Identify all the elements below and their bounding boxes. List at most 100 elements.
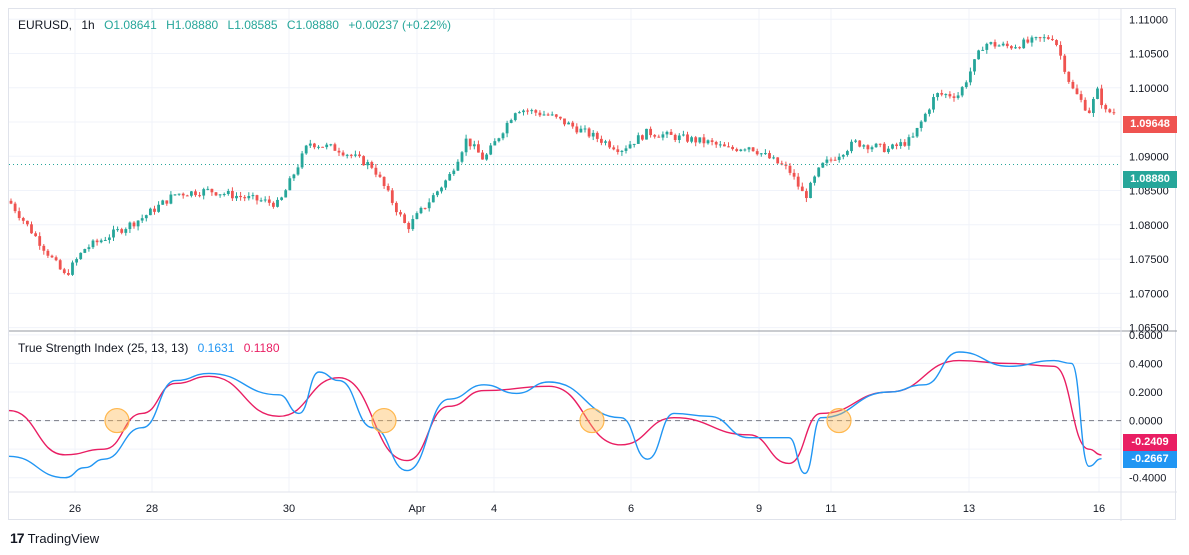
- candle-body: [993, 42, 997, 47]
- candle-body: [395, 202, 398, 213]
- candle-body: [784, 164, 788, 166]
- candle-body: [632, 143, 636, 145]
- candle-body: [636, 135, 640, 144]
- candle-body: [714, 141, 718, 145]
- candle-body: [231, 190, 234, 199]
- brand-name: TradingView: [27, 530, 100, 546]
- candle-body: [173, 194, 177, 196]
- candle-body: [30, 224, 33, 234]
- candle-body: [981, 49, 985, 51]
- candle-body: [1112, 112, 1116, 114]
- candle-body: [95, 240, 99, 243]
- candle-body: [321, 146, 324, 148]
- candle-body: [768, 153, 771, 159]
- candle-body: [870, 147, 874, 150]
- tsi-tick-label: -0.4000: [1129, 473, 1166, 485]
- candle-body: [747, 147, 751, 150]
- candle-body: [911, 136, 915, 138]
- candle-body: [600, 138, 603, 143]
- candle-body: [513, 113, 517, 121]
- candle-body: [124, 229, 128, 233]
- candle-body: [858, 140, 862, 147]
- candle-body: [103, 239, 107, 241]
- legend-close: C1.08880: [286, 18, 339, 32]
- candle-body: [333, 144, 337, 151]
- indicator-name[interactable]: True Strength Index (25, 13, 13): [18, 341, 189, 355]
- candle-body: [718, 144, 722, 146]
- candle-body: [1022, 39, 1026, 49]
- candle-body: [686, 134, 689, 142]
- candle-body: [423, 207, 427, 209]
- last-price-label: 1.09648: [1123, 116, 1177, 133]
- tradingview-brand[interactable]: 17 TradingView: [10, 530, 99, 546]
- time-tick-label: 16: [1093, 503, 1105, 515]
- crossover-marker: [579, 407, 605, 434]
- candle-body: [177, 193, 181, 195]
- candle-body: [358, 154, 361, 157]
- candle-body: [878, 143, 882, 145]
- candle-body: [919, 121, 923, 128]
- candle-body: [456, 161, 460, 171]
- candle-body: [276, 199, 279, 207]
- candle-body: [550, 114, 554, 116]
- candle-body: [42, 245, 46, 251]
- candle-body: [411, 219, 415, 230]
- candle-body: [226, 190, 230, 195]
- candle-body: [1083, 99, 1087, 111]
- candle-body: [366, 162, 370, 166]
- tsi-line: [9, 351, 1102, 479]
- candle-body: [1079, 94, 1083, 100]
- candle-body: [764, 153, 767, 155]
- chart-canvas[interactable]: 1.110001.105001.100001.095001.090001.085…: [9, 9, 1177, 521]
- candle-body: [903, 142, 907, 146]
- candle-body: [690, 137, 693, 142]
- candle-body: [75, 259, 78, 263]
- candle-body: [772, 157, 775, 159]
- candle-body: [99, 240, 103, 243]
- legend-interval[interactable]: 1h: [81, 18, 95, 32]
- candle-body: [923, 113, 927, 122]
- candle-body: [800, 186, 804, 192]
- candle-body: [563, 118, 566, 125]
- candle-body: [198, 195, 201, 197]
- candle-body: [17, 211, 21, 219]
- candle-body: [1075, 88, 1079, 95]
- candle-body: [608, 141, 611, 148]
- candle-body: [1026, 39, 1030, 43]
- candle-body: [34, 233, 37, 237]
- legend-symbol[interactable]: EURUSD: [18, 18, 69, 32]
- candle-body: [702, 137, 706, 144]
- candle-body: [751, 147, 755, 152]
- candle-body: [866, 145, 870, 150]
- candle-body: [817, 167, 821, 177]
- candle-body: [628, 144, 632, 149]
- candle-body: [452, 170, 456, 175]
- candle-body: [587, 128, 591, 137]
- crossover-marker: [371, 407, 397, 434]
- candle-body: [698, 137, 702, 143]
- candle-body: [501, 133, 505, 139]
- candle-body: [91, 240, 95, 248]
- candle-body: [9, 200, 13, 204]
- candle-body: [641, 135, 644, 140]
- candle-body: [1059, 44, 1062, 56]
- price-tick-label: 1.09000: [1129, 151, 1169, 163]
- price-tick-label: 1.10000: [1129, 83, 1169, 95]
- signal-line: [9, 359, 1102, 465]
- indicator-legend[interactable]: True Strength Index (25, 13, 13) 0.1631 …: [18, 341, 286, 355]
- candle-body: [427, 202, 431, 209]
- candle-body: [288, 178, 292, 191]
- candle-body: [472, 144, 476, 147]
- candle-body: [464, 138, 468, 153]
- candle-body: [977, 50, 980, 60]
- candle-body: [247, 195, 251, 199]
- chart-frame[interactable]: 1.110001.105001.100001.095001.090001.085…: [8, 8, 1177, 521]
- candle-body: [940, 93, 944, 95]
- candle-body: [846, 151, 849, 155]
- candle-body: [251, 195, 255, 197]
- candle-body: [337, 150, 341, 153]
- candle-body: [87, 247, 91, 250]
- candle-body: [267, 199, 271, 203]
- time-tick-label: Apr: [408, 503, 425, 515]
- candle-body: [825, 159, 829, 163]
